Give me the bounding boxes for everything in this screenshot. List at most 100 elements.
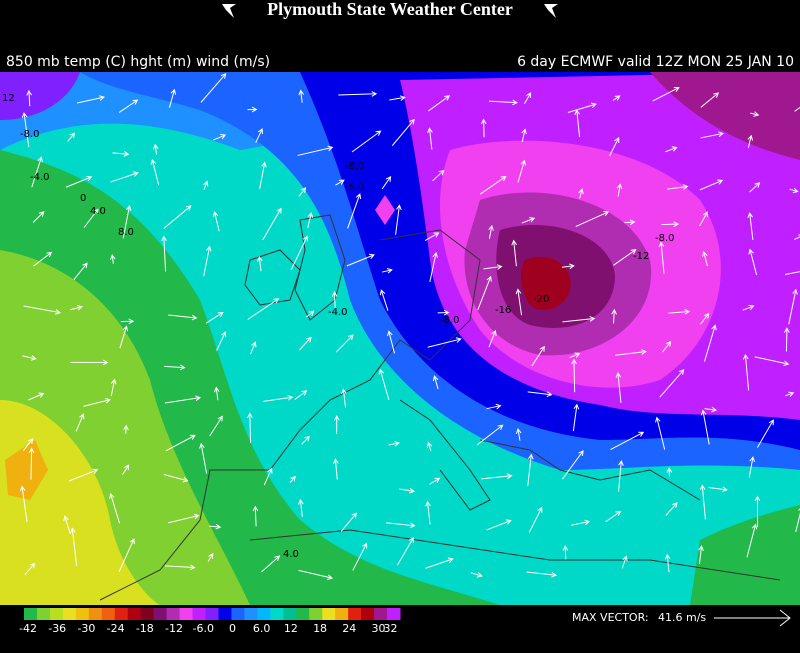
wind-vector: [698, 545, 704, 565]
colorbar-swatch: [179, 608, 194, 620]
wind-vector: [70, 305, 83, 311]
wind-vector: [785, 391, 795, 397]
site-title: Plymouth State Weather Center: [267, 0, 513, 19]
wind-vector: [63, 515, 71, 535]
wind-vector: [262, 207, 282, 241]
contour-label: -12: [633, 251, 649, 262]
max-vector-arrow: [714, 609, 791, 627]
wind-vector: [432, 169, 445, 182]
wind-vector: [301, 435, 310, 445]
colorbar-swatch: [166, 608, 181, 620]
wind-vector: [432, 375, 439, 390]
wind-vector: [700, 131, 724, 139]
wind-vector: [261, 555, 281, 573]
wind-vector: [702, 250, 708, 266]
wind-vector: [567, 102, 597, 113]
wind-vector: [659, 369, 685, 398]
wind-vector: [395, 204, 402, 235]
wind-vector: [120, 318, 135, 325]
wind-vector: [163, 205, 192, 229]
wind-vector: [531, 345, 545, 367]
wind-vector: [528, 506, 543, 533]
wind-vector: [754, 356, 790, 367]
wind-vector: [110, 378, 117, 397]
wind-vector: [575, 211, 610, 228]
wind-vector: [521, 128, 527, 143]
wind-vector: [212, 134, 227, 141]
wind-vector: [289, 475, 296, 484]
colorbar-label: 12: [284, 622, 298, 635]
wind-vector: [122, 464, 130, 475]
wind-vector: [429, 251, 438, 283]
colorbar-swatch: [244, 608, 258, 620]
wind-vector: [527, 453, 534, 487]
wind-vector: [521, 217, 536, 224]
colorbar-label: -36: [48, 622, 66, 635]
wind-vector: [213, 386, 220, 401]
colorbar-swatch: [49, 608, 64, 620]
wind-vector: [424, 232, 440, 242]
wind-vector: [341, 388, 347, 408]
colorbar-label: -30: [77, 622, 95, 635]
wind-vector: [340, 512, 358, 532]
wind-vector: [259, 161, 267, 189]
wind-vector: [152, 143, 159, 155]
contour-label: -8.0: [345, 161, 365, 172]
colorbar-label: -42: [19, 622, 37, 635]
wind-vector: [123, 424, 129, 434]
colorbar-swatch: [192, 608, 207, 620]
wind-vector: [704, 406, 718, 413]
wind-vector: [700, 409, 710, 445]
wind-vector: [76, 95, 106, 104]
colorbar-swatch: [218, 608, 232, 620]
wind-vector: [26, 89, 32, 107]
wind-vector: [561, 450, 584, 480]
wind-vector: [164, 364, 186, 371]
wind-vector: [381, 268, 393, 274]
wind-vector: [561, 263, 575, 270]
wind-vector: [75, 413, 85, 432]
colorbar-swatch: [75, 608, 90, 620]
colorbar-label: 32: [383, 622, 397, 635]
wind-vector: [247, 298, 280, 320]
wind-vector: [526, 571, 558, 578]
coastline: [244, 249, 301, 306]
wind-vector: [83, 208, 99, 228]
wind-vector: [658, 241, 665, 274]
contour-label: 12: [2, 93, 15, 104]
logo-right: [544, 4, 558, 18]
wind-vector: [290, 235, 308, 271]
colorbar-label: 0: [229, 622, 236, 635]
contour-label: -8.0: [20, 129, 40, 140]
coastline: [294, 214, 346, 321]
model-valid-time: 6 day ECMWF valid 12Z MON 25 JAN 10: [517, 54, 794, 70]
colorbar-swatch: [257, 608, 271, 620]
wind-vector: [298, 89, 305, 103]
colorbar-label: 30: [371, 622, 385, 635]
field-description: 850 mb temp (C) hght (m) wind (m/s): [6, 54, 270, 70]
wind-vector: [263, 394, 294, 402]
wind-vector: [483, 264, 503, 270]
wind-vector: [378, 368, 390, 401]
wind-vector: [28, 447, 35, 480]
wind-vector: [298, 498, 304, 518]
coastlines: [99, 214, 781, 601]
wind-vector: [209, 415, 223, 437]
wind-vector: [615, 349, 647, 356]
wind-vector: [665, 146, 678, 153]
colorbar-label: -24: [107, 622, 125, 635]
wind-vector: [19, 485, 28, 523]
field-plum-ne: [650, 72, 800, 160]
wind-vector: [118, 538, 135, 572]
wind-vector: [427, 337, 462, 348]
wind-vector: [613, 249, 637, 266]
wind-vector: [426, 441, 433, 452]
wind-vector: [742, 353, 750, 391]
wind-vector: [256, 256, 263, 272]
wind-vector: [570, 519, 591, 526]
wind-vector: [747, 212, 754, 240]
field-green-east: [690, 505, 800, 605]
wind-vector: [488, 329, 497, 348]
wind-vector: [396, 536, 414, 566]
